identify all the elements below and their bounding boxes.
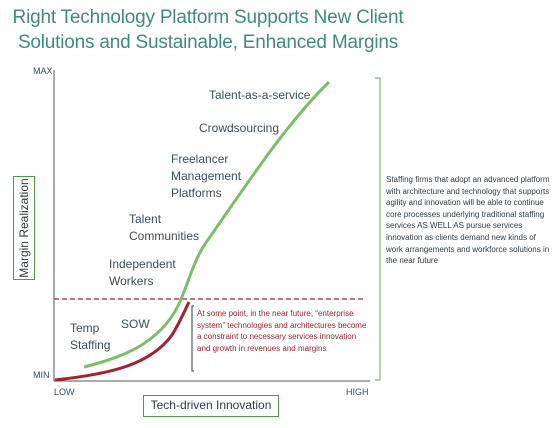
stage-freelancer-platforms: Freelancer Management Platforms	[171, 151, 241, 202]
stage-independent-workers-line-1: Independent	[109, 257, 176, 271]
stage-talent-communities-line-1: Talent	[129, 212, 162, 226]
title-line-1: Right Technology Platform Supports New C…	[12, 7, 404, 28]
stage-freelancer-platforms-line-2: Management	[171, 169, 242, 183]
green-growth-curve	[83, 80, 331, 369]
stage-temp-staffing: Temp Staffing	[70, 320, 110, 354]
x-low-label: LOW	[54, 387, 75, 397]
stage-sow: SOW	[121, 317, 150, 331]
stage-independent-workers: Independent Workers	[109, 256, 176, 290]
stage-talent-as-a-service: Talent-as-a-service	[209, 88, 311, 102]
x-axis-label: Tech-driven Innovation	[143, 395, 279, 417]
constraint-note: At some point, in the near future, “ente…	[197, 309, 367, 353]
stage-temp-staffing-line-1: Temp	[70, 321, 100, 335]
stage-freelancer-platforms-line-3: Platforms	[171, 186, 222, 200]
stage-talent-communities: Talent Communities	[129, 211, 199, 245]
side-note: Staffing firms that adopt an advanced pl…	[386, 175, 550, 266]
constraint-note-bracket	[191, 305, 194, 372]
y-min-label: MIN	[33, 370, 50, 380]
stage-freelancer-platforms-line-1: Freelancer	[171, 152, 229, 166]
red-constrained-curve	[54, 301, 191, 382]
y-axis-label-box	[13, 176, 35, 280]
side-note-bracket	[375, 77, 381, 381]
stage-temp-staffing-line-2: Staffing	[70, 338, 111, 352]
stage-talent-communities-line-2: Communities	[129, 229, 200, 243]
stage-independent-workers-line-2: Workers	[109, 274, 154, 288]
x-high-label: HIGH	[346, 387, 369, 397]
y-axis-label: Margin Realization	[17, 178, 31, 278]
title-line-2: Solutions and Sustainable, Enhanced Marg…	[17, 32, 399, 53]
y-max-label: MAX	[33, 66, 53, 76]
stage-crowdsourcing: Crowdsourcing	[199, 121, 280, 135]
